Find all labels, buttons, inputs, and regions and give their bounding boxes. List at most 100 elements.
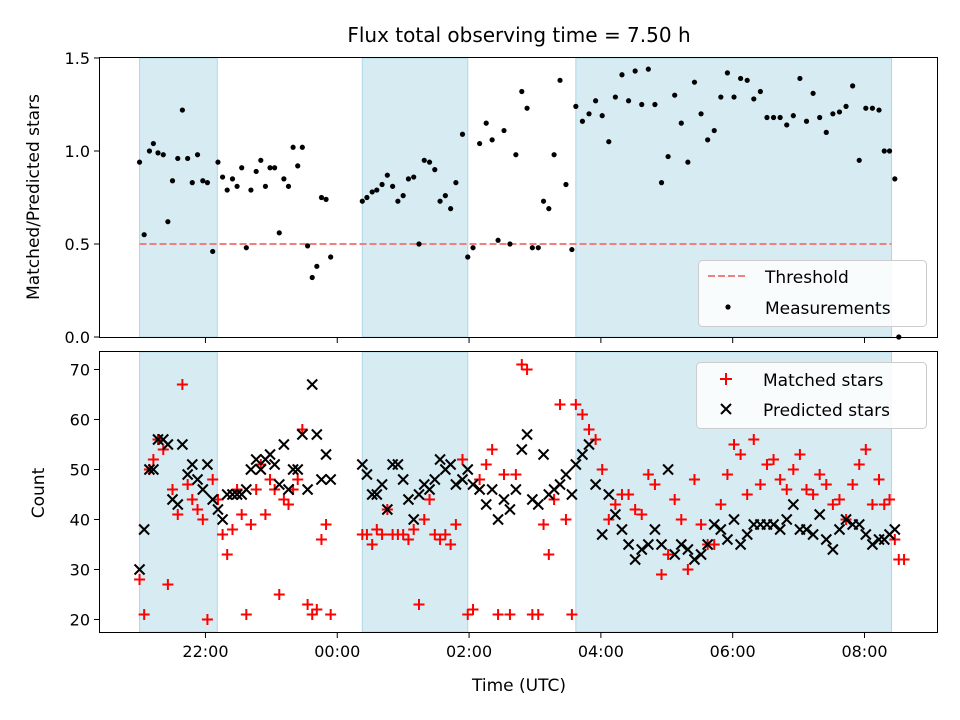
measurement-point [718, 94, 724, 100]
measurement-point [290, 144, 296, 150]
measurement-point [411, 174, 417, 180]
matched-point [570, 399, 582, 410]
matched-point [134, 574, 146, 585]
legend-matched-swatch [720, 373, 732, 385]
measurement-point [295, 163, 301, 169]
measurement-point [395, 198, 401, 204]
measurement-point [803, 118, 810, 124]
predicted-point [662, 463, 674, 476]
measurement-point [652, 101, 658, 108]
matched-point [560, 514, 572, 525]
predicted-point [162, 438, 174, 451]
measurement-point [384, 172, 390, 178]
predicted-point [492, 513, 504, 526]
predicted-point [629, 553, 641, 566]
matched-point [675, 514, 687, 525]
measurement-point [823, 129, 829, 135]
measurement-point [150, 140, 156, 147]
matched-point [741, 489, 753, 500]
matched-point [642, 469, 654, 480]
matched-point [521, 364, 533, 375]
matched-point [898, 554, 910, 565]
matched-point [761, 459, 773, 470]
predicted-point [616, 523, 628, 536]
measurement-point [437, 198, 443, 204]
predicted-point [807, 528, 819, 541]
matched-point [320, 519, 332, 530]
count-data [133, 359, 910, 625]
x-tick-label: 08:00 [841, 642, 887, 661]
predicted-point [820, 533, 832, 546]
measurement-point [442, 193, 448, 199]
matched-point [590, 434, 602, 445]
predicted-point [827, 543, 839, 556]
predicted-point [143, 463, 156, 476]
matched-point [781, 484, 793, 495]
measurement-point [369, 189, 375, 195]
matched-point [884, 494, 896, 505]
ratio-x-axis [204, 337, 866, 343]
measurement-point [665, 153, 671, 160]
measurement-point [836, 109, 843, 115]
predicted-point [498, 493, 510, 506]
matched-point [311, 604, 323, 615]
measurement-point [175, 155, 181, 162]
matched-point [418, 514, 430, 525]
predicted-point [292, 463, 304, 476]
measurement-point [770, 114, 777, 121]
predicted-point [636, 543, 648, 556]
predicted-point [589, 478, 602, 491]
predicted-point [866, 538, 879, 551]
matched-point [498, 469, 510, 480]
measurement-point [459, 131, 466, 137]
predicted-point [728, 513, 740, 526]
matched-point [827, 499, 839, 510]
predicted-point [216, 513, 229, 526]
matched-point [162, 579, 174, 590]
x-tick-label: 04:00 [578, 642, 624, 661]
predicted-point [560, 468, 572, 481]
measurement-point [606, 139, 612, 145]
predicted-point [191, 473, 204, 486]
matched-point [221, 549, 233, 560]
matched-point [176, 379, 188, 390]
measurement-point [224, 187, 230, 193]
predicted-point [392, 458, 404, 471]
measurement-point [405, 176, 412, 182]
predicted-point [320, 448, 332, 461]
predicted-point [668, 548, 681, 561]
legend-measurements-swatch [725, 304, 731, 310]
predicted-point [315, 473, 328, 486]
measurement-point [573, 103, 579, 109]
matched-point [264, 474, 276, 485]
predicted-point [708, 518, 720, 531]
measurement-point [691, 79, 698, 85]
measurement-point [529, 245, 535, 251]
measurement-point [579, 118, 586, 124]
predicted-point [429, 473, 441, 486]
predicted-point [434, 453, 446, 466]
predicted-point [306, 378, 318, 391]
predicted-point [853, 518, 865, 531]
y-tick-label: 40 [70, 511, 90, 530]
predicted-point [860, 528, 872, 541]
y-tick-label: 60 [70, 411, 90, 430]
matched-point [682, 564, 694, 575]
matched-point [833, 494, 845, 505]
measurement-point [189, 180, 195, 186]
measurement-point [210, 248, 216, 255]
matched-point [801, 484, 813, 495]
measurement-point [551, 152, 557, 158]
measurement-point [711, 127, 717, 134]
measurement-point [314, 263, 320, 269]
predicted-point [741, 528, 753, 541]
predicted-point [688, 553, 701, 566]
matched-point [212, 494, 224, 505]
count-legend: Matched stars Predicted stars [696, 362, 927, 429]
measurement-point [876, 107, 882, 113]
matched-point [474, 474, 486, 485]
measurement-point [817, 114, 823, 121]
predicted-point [721, 533, 734, 546]
ratio-axes-frame [99, 57, 938, 338]
measurement-point [179, 107, 185, 113]
